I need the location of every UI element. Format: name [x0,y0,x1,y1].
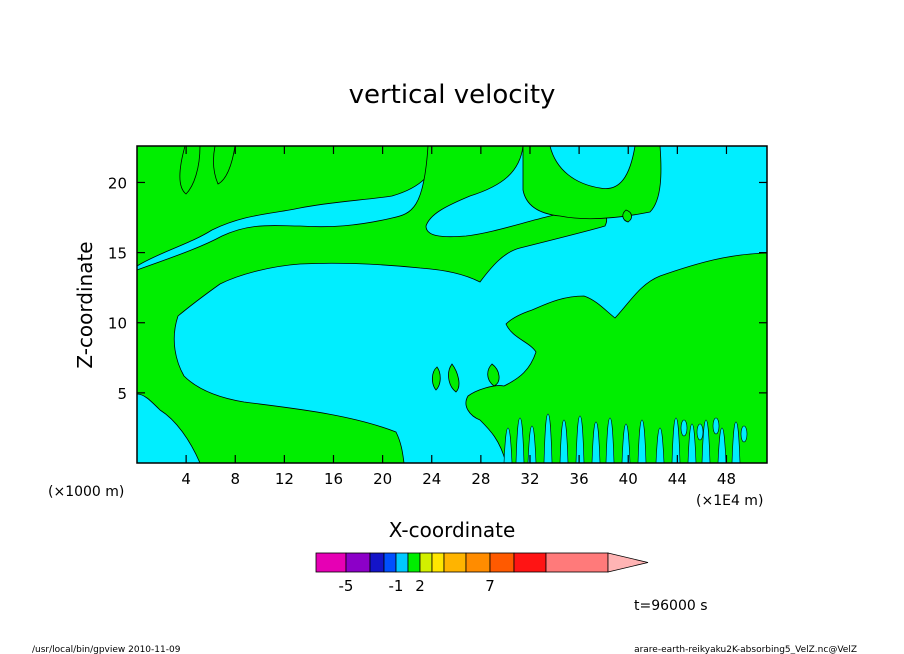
y-tick-label: 15 [108,245,127,263]
negative-spike-0 [503,427,513,463]
colorbar-swatch [383,552,397,573]
negative-cell-1 [696,423,704,441]
colorbar-swatch [345,552,371,573]
positive-region-1 [137,146,607,463]
positive-region-4 [431,366,441,391]
negative-spike-7 [605,417,615,463]
positive-region-2 [522,146,662,220]
x-tick-label: 12 [275,470,294,488]
colorbar-swatch [407,552,421,573]
negative-cell-3 [740,425,748,443]
colorbar-label: 7 [485,577,495,595]
colorbar-swatch [395,552,409,573]
colorbar-label: 2 [415,577,425,595]
colorbar: -5 -1 2 7 [315,552,649,595]
colorbar-swatch [489,552,515,573]
negative-spike-14 [717,427,727,463]
colorbar-swatch [465,552,491,573]
colorbar-swatch [431,552,445,573]
colorbar-label: -5 [339,577,354,595]
plot-frame [136,145,768,464]
colorbar-extend-arrow [607,552,649,573]
y-unit-label: (×1000 m) [48,484,124,500]
footer-right: arare-earth-reikyaku2K-absorbing5_VelZ.n… [634,645,857,654]
x-tick-label: 36 [570,470,589,488]
negative-spike-2 [527,425,537,463]
x-axis-ticks: 4 8 12 16 20 24 28 32 36 40 44 48 [181,146,736,488]
y-tick-label: 5 [117,385,127,403]
y-axis-ticks: 5 10 15 20 [108,174,767,403]
positive-velocity-regions [137,146,767,463]
x-tick-label: 20 [373,470,392,488]
negative-spike-8 [621,423,631,463]
y-axis-label: Z-coordinate [73,241,97,368]
chart-title: vertical velocity [349,80,556,110]
x-tick-label: 8 [230,470,240,488]
positive-region-8 [179,146,201,195]
negative-spike-3 [543,413,553,463]
negative-spike-4 [559,419,569,463]
x-tick-label: 16 [324,470,343,488]
y-tick-label: 20 [108,174,127,192]
positive-region-0 [137,146,441,267]
negative-spike-6 [591,421,601,463]
x-unit-label: (×1E4 m) [696,493,763,509]
negative-spike-13 [701,419,711,463]
x-tick-label: 24 [422,470,441,488]
positive-region-3 [465,252,767,463]
positive-region-6 [487,363,500,387]
x-tick-label: 28 [471,470,490,488]
colorbar-swatch [369,552,385,573]
footer-left: /usr/local/bin/gpview 2010-11-09 [32,645,181,654]
colorbar-swatch [513,552,547,573]
negative-cell-0 [680,419,688,437]
positive-region-7 [622,209,632,223]
negative-cell-2 [712,417,720,435]
y-tick-label: 10 [108,315,127,333]
positive-region-5 [448,363,460,393]
x-tick-label: 40 [619,470,638,488]
colorbar-swatch [443,552,467,573]
positive-region-9 [213,146,236,185]
time-label: t=96000 s [634,598,708,614]
colorbar-swatch [315,552,347,573]
colorbar-label: -1 [389,577,404,595]
colorbar-swatch [545,552,609,573]
x-axis-label: X-coordinate [389,518,516,542]
x-tick-label: 4 [181,470,191,488]
negative-spike-10 [655,427,665,463]
negative-spike-5 [575,415,585,463]
x-tick-label: 44 [668,470,687,488]
negative-spike-9 [637,419,647,463]
colorbar-swatch [419,552,433,573]
negative-spike-11 [671,417,681,463]
x-tick-label: 48 [717,470,736,488]
negative-spike-12 [687,423,697,463]
negative-spike-15 [731,421,741,463]
negative-spike-1 [515,417,525,463]
x-tick-label: 32 [520,470,539,488]
